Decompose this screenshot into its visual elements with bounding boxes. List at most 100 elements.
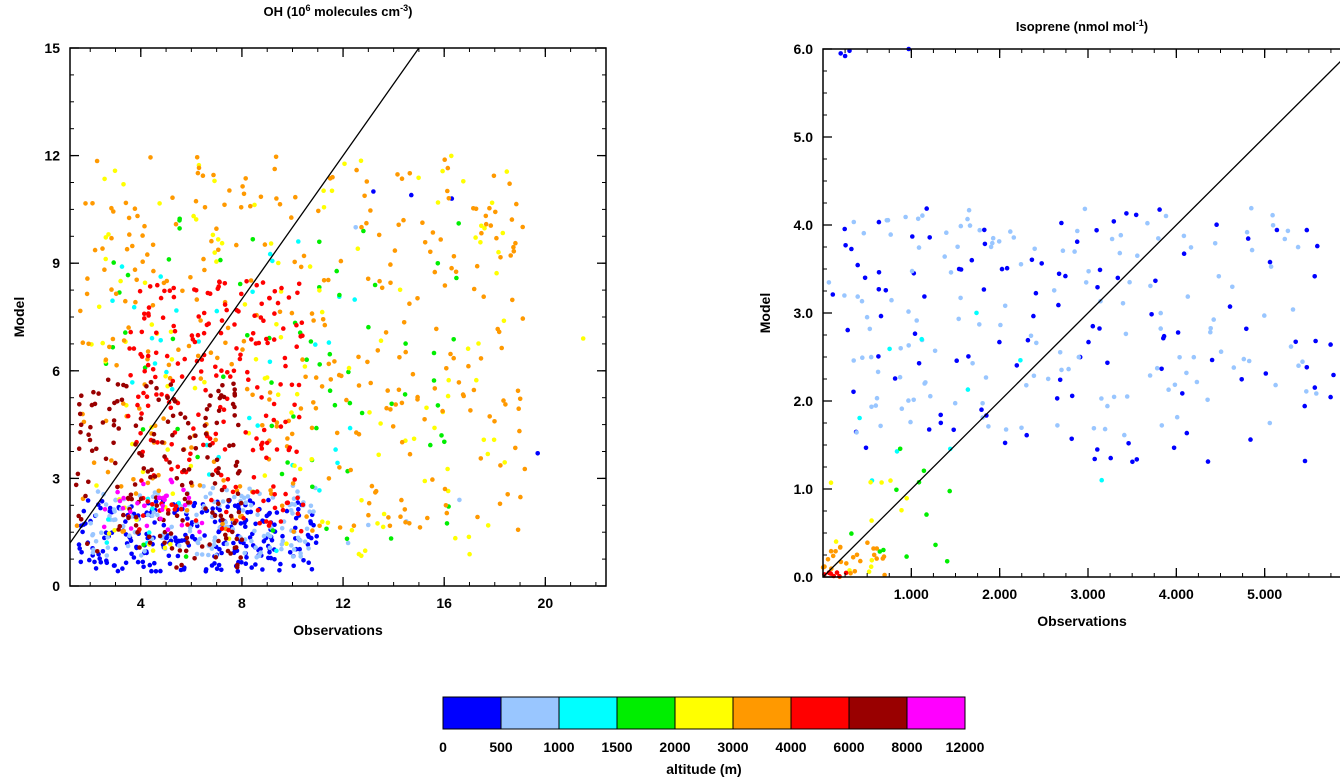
isoprene-point <box>1239 377 1244 382</box>
isoprene-point <box>883 288 889 293</box>
oh-point <box>362 193 367 199</box>
isoprene-point <box>1134 457 1140 462</box>
oh-point <box>161 522 167 528</box>
isoprene-point <box>865 540 870 545</box>
oh-point <box>234 242 239 248</box>
oh-point <box>96 304 102 310</box>
oh-point <box>135 500 140 506</box>
oh-point <box>410 371 416 377</box>
oh-point <box>162 454 167 459</box>
oh-point <box>249 538 254 544</box>
oh-point <box>296 506 301 512</box>
oh-point <box>80 340 86 346</box>
oh-point <box>102 176 107 182</box>
oh-point <box>302 539 308 544</box>
oh-point <box>153 499 159 504</box>
oh-point <box>387 523 393 529</box>
oh-point <box>196 339 201 344</box>
isoprene-point <box>1076 354 1082 360</box>
oh-point <box>396 387 402 393</box>
isoprene-point <box>1161 333 1167 339</box>
oh-point <box>237 356 243 362</box>
oh-point <box>332 359 337 364</box>
isoprene-point <box>1109 236 1115 242</box>
oh-point <box>444 521 450 526</box>
oh-point <box>260 280 266 285</box>
isoprene-ylabel: Model <box>757 293 773 333</box>
oh-point <box>376 232 382 238</box>
isoprene-point <box>854 552 860 558</box>
oh-point <box>435 403 441 408</box>
oh-point <box>362 548 368 553</box>
isoprene-point <box>1231 365 1237 370</box>
oh-point <box>90 550 96 555</box>
isoprene-point <box>850 555 856 560</box>
oh-point <box>186 343 192 349</box>
oh-point <box>174 308 179 313</box>
oh-point <box>176 538 182 544</box>
isoprene-point <box>876 354 881 359</box>
oh-point <box>142 368 147 374</box>
oh-point <box>201 256 206 262</box>
oh-point <box>140 259 145 265</box>
oh-point <box>77 546 82 551</box>
oh-point <box>214 420 220 426</box>
isoprene-point <box>899 508 904 513</box>
isoprene-point <box>1094 228 1099 233</box>
oh-point <box>295 290 300 296</box>
oh-point <box>388 536 394 541</box>
oh-point <box>491 437 497 443</box>
colorbar-tick-label: 1500 <box>601 739 632 755</box>
oh-point <box>135 213 140 219</box>
oh-point <box>222 302 228 307</box>
oh-point <box>175 361 181 366</box>
oh-point <box>206 552 211 558</box>
oh-point <box>322 322 328 328</box>
oh-point <box>313 342 318 347</box>
oh-point <box>344 397 349 403</box>
oh-point <box>188 480 194 486</box>
oh-point <box>146 530 152 535</box>
isoprene-point <box>1130 459 1135 465</box>
oh-point <box>226 498 231 503</box>
oh-point <box>214 226 219 231</box>
oh-point <box>259 301 265 307</box>
oh-point <box>321 188 326 193</box>
oh-point <box>202 533 207 538</box>
isoprene-point <box>892 376 898 381</box>
isoprene-point <box>916 245 922 250</box>
oh-point <box>238 500 244 506</box>
oh-point <box>175 464 181 470</box>
oh-point <box>73 482 79 488</box>
oh-point <box>267 295 272 301</box>
isoprene-point <box>1248 437 1253 442</box>
isoprene-point <box>864 314 870 320</box>
oh-point <box>518 494 523 500</box>
oh-point <box>368 380 374 386</box>
oh-point <box>265 340 270 346</box>
oh-point <box>220 517 225 523</box>
oh-point <box>300 357 305 362</box>
oh-point <box>123 200 129 206</box>
isoprene-point <box>1314 391 1319 396</box>
oh-point <box>219 393 224 398</box>
oh-point <box>153 350 159 356</box>
oh-point <box>268 555 274 561</box>
oh-point <box>291 414 296 419</box>
oh-point <box>128 538 134 544</box>
oh-point <box>444 510 450 516</box>
oh-point <box>181 487 186 493</box>
oh-point <box>310 528 315 533</box>
oh-point <box>152 361 158 366</box>
isoprene-point <box>966 207 972 213</box>
oh-point <box>451 355 457 361</box>
isoprene-point <box>1014 363 1020 368</box>
oh-point <box>128 526 134 531</box>
isoprene-point <box>1032 246 1037 252</box>
oh-point <box>232 322 237 327</box>
oh-point <box>187 457 192 463</box>
oh-point <box>296 382 302 388</box>
oh-point <box>278 424 284 429</box>
oh-point <box>355 246 361 251</box>
isoprene-point <box>874 395 880 401</box>
